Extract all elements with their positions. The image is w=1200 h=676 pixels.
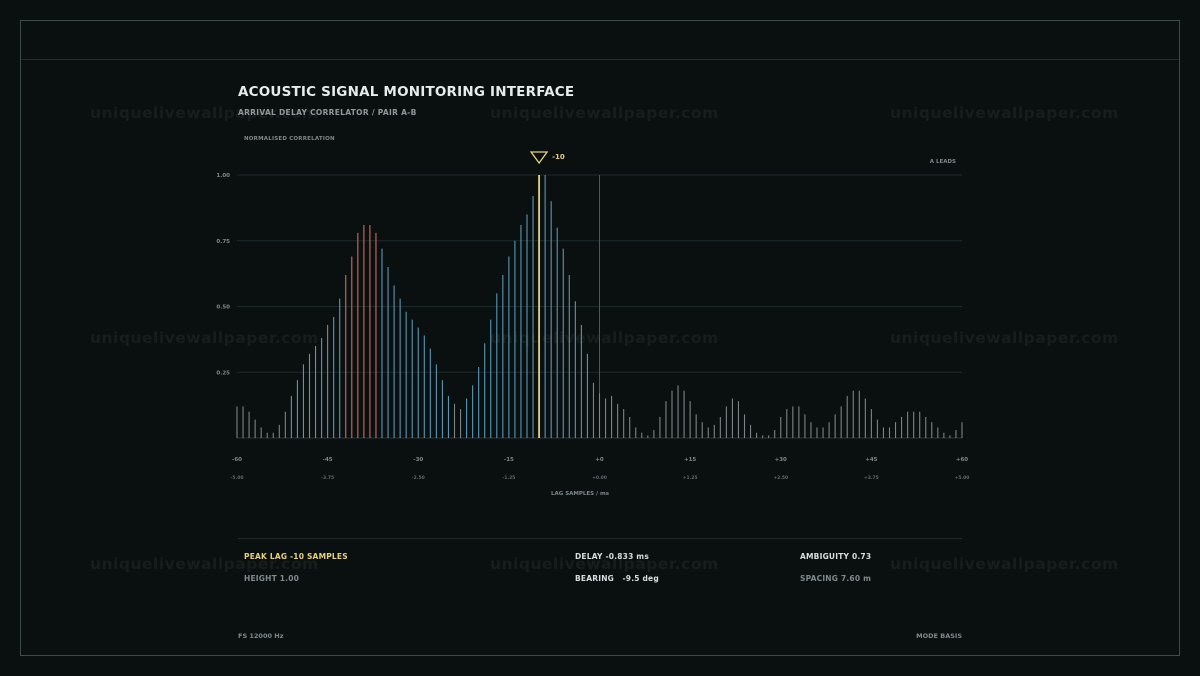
bearing-readout: BEARING -9.5 deg	[575, 574, 659, 583]
x-tick-label: -45	[323, 457, 333, 463]
peak-lag-readout: PEAK LAG -10 SAMPLES	[244, 552, 348, 561]
mode-label: MODE BASIS	[916, 632, 962, 640]
watermark: uniquelivewallpaper.com	[490, 329, 719, 347]
x-tick-ms-label: +2.50	[773, 475, 788, 481]
x-tick-ms-label: -3.75	[321, 475, 334, 481]
x-tick-label: -30	[413, 457, 423, 463]
height-readout: HEIGHT 1.00	[244, 574, 300, 583]
page-subtitle: ARRIVAL DELAY CORRELATOR / PAIR A-B	[238, 108, 417, 117]
stats-divider	[238, 538, 962, 539]
x-tick-label: +45	[865, 457, 877, 463]
x-axis-ticks: -60 -5.00 -45 -3.75 -30 -2.50 -15 -1.25 +0 +0.00 +…	[231, 457, 970, 481]
leads-label: A LEADS	[929, 159, 956, 165]
delay-readout: DELAY -0.833 ms	[575, 552, 649, 561]
frame-divider	[21, 59, 1179, 60]
x-tick-label: +0	[595, 457, 604, 463]
peak-marker-triangle-icon	[529, 151, 549, 165]
watermark: uniquelivewallpaper.com	[90, 555, 319, 573]
y-tick-label: 0.25	[216, 370, 230, 376]
x-tick-label: +15	[684, 457, 696, 463]
sample-rate-label: FS 12000 Hz	[238, 632, 284, 640]
x-tick-label: +30	[775, 457, 787, 463]
ambiguity-readout: AMBIGUITY 0.73	[800, 552, 872, 561]
x-tick-ms-label: +0.00	[592, 475, 607, 481]
watermark: uniquelivewallpaper.com	[490, 104, 719, 122]
watermark: uniquelivewallpaper.com	[890, 555, 1119, 573]
window-frame	[20, 20, 1180, 656]
x-tick-label: -60	[232, 457, 242, 463]
x-tick-ms-label: +5.00	[955, 475, 970, 481]
y-axis-label: NORMALISED CORRELATION	[244, 136, 335, 142]
chart-grid: 1.00 0.75 0.50 0.25	[216, 173, 962, 439]
y-tick-label: 0.50	[216, 305, 230, 311]
x-tick-ms-label: -1.25	[502, 475, 515, 481]
x-tick-ms-label: +3.75	[864, 475, 879, 481]
watermark: uniquelivewallpaper.com	[890, 104, 1119, 122]
watermark: uniquelivewallpaper.com	[890, 329, 1119, 347]
x-tick-ms-label: -5.00	[231, 475, 244, 481]
y-tick-label: 1.00	[216, 173, 230, 179]
page-title: ACOUSTIC SIGNAL MONITORING INTERFACE	[238, 84, 575, 100]
x-tick-label: +60	[956, 457, 968, 463]
peak-marker-label: -10	[552, 153, 565, 161]
chart-bars	[236, 175, 963, 438]
y-tick-label: 0.75	[216, 239, 230, 245]
x-tick-label: -15	[504, 457, 514, 463]
x-axis-label: LAG SAMPLES / ms	[551, 491, 610, 497]
x-tick-ms-label: -2.50	[412, 475, 425, 481]
watermark: uniquelivewallpaper.com	[490, 555, 719, 573]
x-tick-ms-label: +1.25	[683, 475, 698, 481]
peak-marker: -10	[529, 151, 565, 165]
watermark: uniquelivewallpaper.com	[90, 329, 319, 347]
watermark: uniquelivewallpaper.com	[90, 104, 319, 122]
spacing-readout: SPACING 7.60 m	[800, 574, 872, 583]
